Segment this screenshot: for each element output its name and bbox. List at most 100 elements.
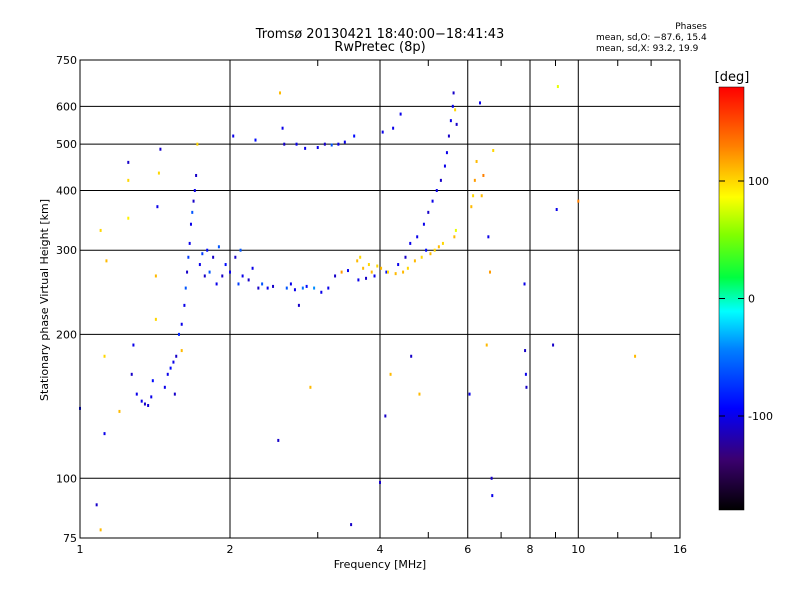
data-point <box>186 270 189 274</box>
data-point <box>634 354 637 358</box>
data-point <box>487 235 490 239</box>
data-point <box>380 266 383 270</box>
data-point <box>304 146 307 150</box>
data-point <box>257 286 260 290</box>
data-point <box>305 284 308 288</box>
data-point <box>237 282 240 286</box>
data-point <box>154 274 157 278</box>
data-point <box>272 284 275 288</box>
x-axis-label: Frequency [MHz] <box>334 558 426 571</box>
data-point <box>427 210 430 214</box>
data-point <box>455 122 458 126</box>
data-point <box>184 286 187 290</box>
data-point <box>445 151 448 155</box>
y-axis-label: Stationary phase Virtual Height [km] <box>38 199 51 401</box>
y-tick-label: 400 <box>56 184 77 197</box>
data-point <box>215 282 218 286</box>
data-point <box>492 148 495 152</box>
phase-stats: Phases mean, sd,O: −87.6, 15.4 mean, sd,… <box>596 22 786 55</box>
data-point <box>524 349 527 353</box>
data-point <box>397 263 400 267</box>
data-point <box>452 91 455 95</box>
data-point <box>389 372 392 376</box>
data-point <box>143 402 146 406</box>
data-point <box>281 126 284 130</box>
data-point <box>279 91 282 95</box>
data-point <box>172 360 175 364</box>
x-tick-label: 4 <box>377 543 384 556</box>
data-point <box>147 403 150 407</box>
data-point <box>409 241 412 245</box>
colorbar-label: [deg] <box>715 70 750 85</box>
data-point <box>234 255 237 259</box>
data-point <box>479 101 482 105</box>
data-point <box>365 276 368 280</box>
data-point <box>289 282 292 286</box>
data-point <box>370 270 373 274</box>
data-point <box>180 322 183 326</box>
data-point <box>418 392 421 396</box>
data-point <box>154 317 157 321</box>
data-point <box>475 159 478 163</box>
data-point <box>362 266 365 270</box>
data-point <box>447 134 450 138</box>
data-point <box>229 270 231 274</box>
data-point <box>468 392 471 396</box>
data-point <box>150 395 153 399</box>
data-point <box>232 134 235 138</box>
data-point <box>343 140 346 144</box>
data-point <box>334 274 337 278</box>
data-point <box>490 476 493 480</box>
data-point <box>489 270 492 274</box>
data-point <box>555 208 558 212</box>
x-tick-label: 8 <box>527 543 534 556</box>
data-point <box>157 171 160 175</box>
data-point <box>525 385 528 389</box>
data-point <box>95 503 98 507</box>
data-point <box>523 282 526 286</box>
data-point <box>247 278 250 282</box>
data-point <box>392 126 395 130</box>
y-tick-label: 750 <box>56 54 77 67</box>
data-point <box>188 241 191 245</box>
data-point <box>437 245 440 249</box>
data-point <box>552 343 555 347</box>
data-point <box>357 278 360 282</box>
y-tick-label: 500 <box>56 138 77 151</box>
colorbar-ticks: -100 0 100 <box>719 175 773 423</box>
data-point <box>196 142 199 146</box>
data-point <box>433 248 436 252</box>
data-point <box>169 366 172 370</box>
data-point <box>451 104 454 108</box>
data-point <box>425 248 428 252</box>
data-point <box>177 332 180 336</box>
grid <box>79 59 681 539</box>
data-point <box>99 228 102 232</box>
data-point <box>420 255 423 259</box>
data-point <box>429 252 432 256</box>
data-point <box>127 216 130 220</box>
data-point <box>140 399 143 403</box>
data-point <box>402 270 405 274</box>
data-point <box>130 372 133 376</box>
y-tick-label: 100 <box>56 472 77 485</box>
data-point <box>404 255 407 259</box>
data-point <box>441 241 444 245</box>
data-point <box>359 255 362 259</box>
x-tick-label: 2 <box>227 543 234 556</box>
chart-subtitle: RwPretec (8p) <box>334 40 426 55</box>
data-point <box>320 290 323 294</box>
data-point <box>422 222 425 226</box>
data-point <box>266 286 269 290</box>
data-point <box>103 354 106 358</box>
data-point <box>327 286 330 290</box>
phase-stats-x: mean, sd,X: 93.2, 19.9 <box>596 44 699 54</box>
data-point <box>198 263 201 267</box>
data-point <box>313 286 316 290</box>
y-tick-label: 600 <box>56 100 77 113</box>
data-point <box>195 173 198 177</box>
data-point <box>206 248 209 252</box>
x-tick-label: 10 <box>571 543 585 556</box>
data-point <box>283 142 286 146</box>
